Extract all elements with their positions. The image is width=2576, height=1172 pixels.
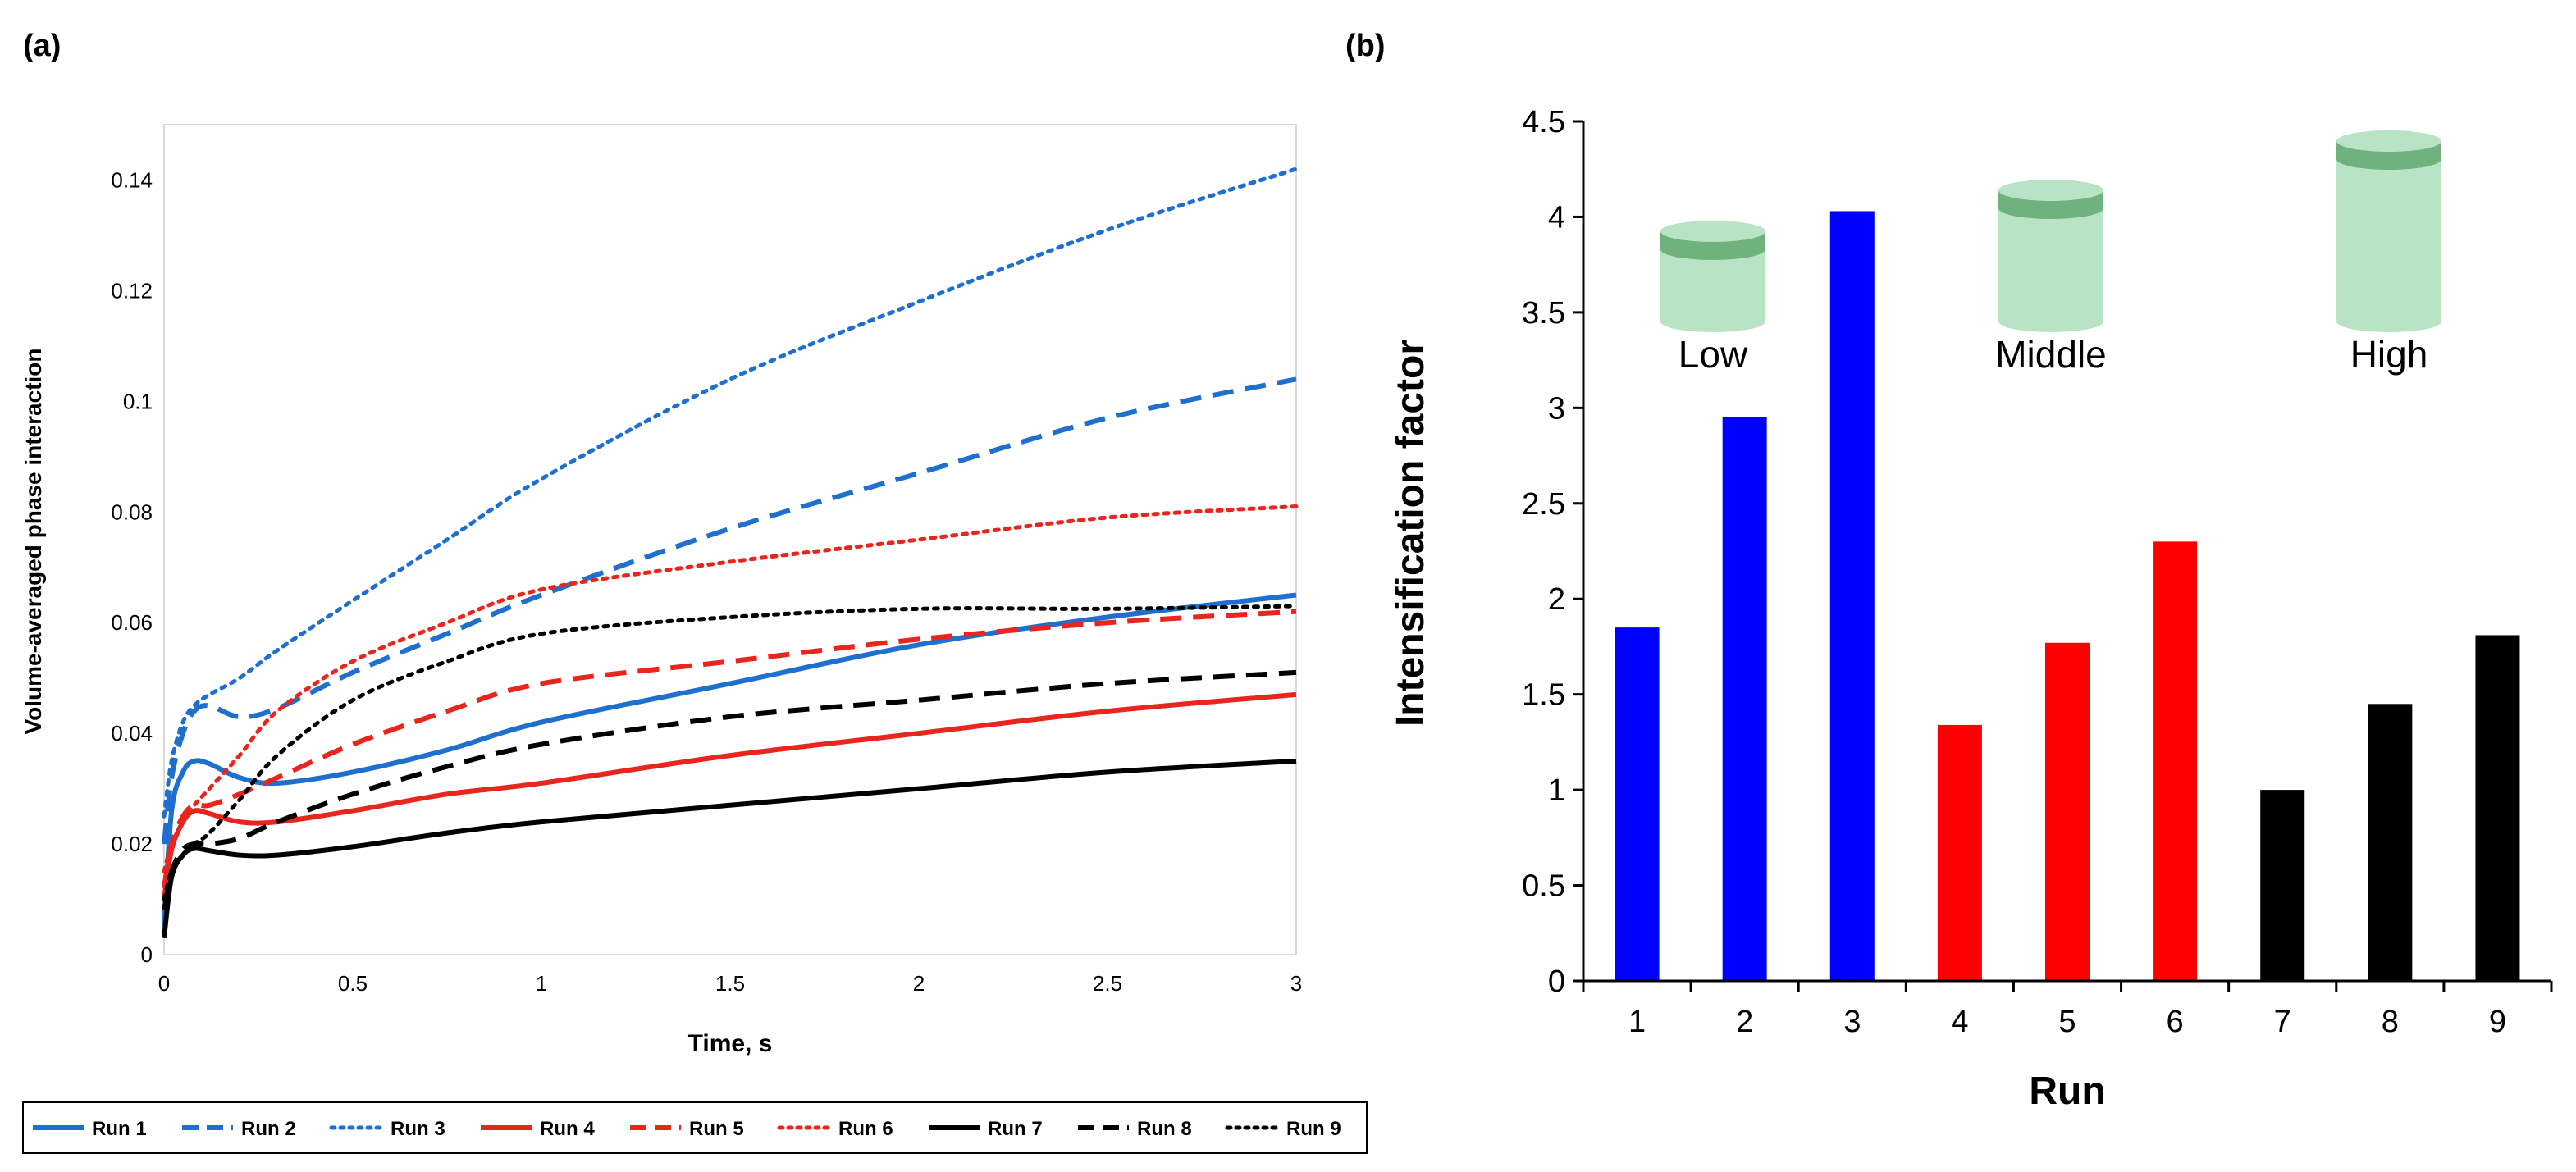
panel-a-x-axis-label: Time, s [688,1030,773,1057]
x-tick-label: 1 [536,971,547,996]
panel-b-height-annotations: Low Middle High [1660,130,2441,376]
panel-a-x-ticks: 0 0.5 1 1.5 2 2.5 3 [158,971,1302,996]
panel-a-label: (a) [23,29,61,63]
panel-b-x-axis-label: Run [2029,1069,2105,1113]
y-tick-label: 0.5 [1522,869,1565,904]
bar-run-5 [2045,642,2090,981]
y-tick-label: 4.5 [1522,105,1565,139]
panel-a-y-ticks: 0 0.02 0.04 0.06 0.08 0.1 0.12 0.14 [111,167,153,967]
legend-label: Run 5 [689,1118,744,1140]
y-tick-label: 0.1 [123,389,153,413]
panel-b-bars [1615,211,2520,981]
x-tick-label: 8 [2382,1005,2399,1039]
panel-a-y-axis-label: Volume-averaged phase interaction [21,349,46,735]
series-line-run-3 [162,166,1299,819]
panel-a-plot-border [163,124,1297,955]
panel-a-legend: Run 1 Run 2 Run 3 Run 4 Run 5 Run 6 Run 7 Run 8… [22,1101,1368,1154]
series-line-run-4 [162,691,1297,900]
x-tick-label: 2 [913,971,925,996]
series-line-run-2 [162,376,1297,845]
bar-run-3 [1829,211,1875,981]
series-line-run-1 [162,592,1297,928]
y-tick-label: 3 [1548,391,1565,426]
x-tick-label: 0 [158,971,170,996]
panel-a-series-lines [162,166,1299,939]
x-tick-label: 5 [2058,1005,2076,1039]
series-line-run-5 [162,609,1297,889]
bar-run-9 [2475,635,2520,981]
x-tick-label: 3 [1290,971,1302,996]
legend-label: Run 6 [838,1118,893,1140]
cylinder-low-icon [1660,221,1765,332]
panel-b-label: (b) [1345,29,1386,63]
y-tick-label: 0.14 [111,167,153,192]
bar-run-1 [1615,627,1660,981]
y-tick-label: 3.5 [1522,296,1565,331]
x-tick-label: 1 [1628,1005,1646,1039]
series-line-run-7 [162,758,1297,939]
bar-run-2 [1722,417,1767,981]
series-line-run-9 [162,604,1299,901]
x-tick-label: 9 [2489,1005,2506,1039]
bar-run-8 [2368,704,2413,981]
legend-label: Run 9 [1286,1118,1341,1140]
y-tick-label: 2 [1548,582,1565,617]
x-tick-label: 6 [2167,1005,2184,1039]
y-tick-label: 0.04 [111,721,153,746]
y-tick-label: 0.12 [111,278,153,303]
panel-b-y-ticks: 0 0.5 1 1.5 2 2.5 3 3.5 4 4.5 [1522,105,1583,999]
x-tick-label: 2.5 [1093,971,1122,996]
x-tick-label: 1.5 [715,971,745,996]
annotation-middle-label: Middle [1995,333,2107,376]
legend-label: Run 8 [1137,1118,1192,1140]
legend-label: Run 4 [540,1118,595,1140]
y-tick-label: 2.5 [1522,487,1565,522]
legend-box [22,1101,1368,1154]
y-tick-label: 0 [1548,965,1565,999]
x-tick-label: 4 [1951,1005,1968,1039]
y-tick-label: 0.08 [111,499,153,524]
y-tick-label: 0.02 [111,832,153,856]
x-tick-label: 0.5 [338,971,368,996]
legend-label: Run 3 [391,1118,445,1140]
legend-label: Run 7 [988,1118,1043,1140]
panel-a-line-chart: (a) 0 0.02 0.04 0.06 0.08 0.1 0.12 0.14 0 0.5 1 1.… [21,29,1368,1154]
y-tick-label: 0 [141,942,153,967]
y-tick-label: 1 [1548,773,1565,808]
bar-run-6 [2153,541,2198,981]
cylinder-high-icon [2336,130,2441,332]
y-tick-label: 4 [1548,200,1565,235]
x-tick-label: 2 [1736,1005,1753,1039]
panel-b-y-axis-label: Intensification factor [1389,340,1432,727]
x-tick-label: 3 [1843,1005,1861,1039]
x-tick-label: 7 [2274,1005,2291,1039]
cylinder-middle-icon [1998,180,2103,332]
y-tick-label: 1.5 [1522,678,1565,713]
panel-b-x-ticks: 1 2 3 4 5 6 7 8 9 [1582,981,2553,1039]
bar-run-7 [2260,790,2305,981]
bar-run-4 [1937,724,1982,981]
y-tick-label: 0.06 [111,610,153,635]
legend-label: Run 1 [92,1118,147,1140]
panel-b-bar-chart: (b) 0 0.5 1 1.5 2 2.5 3 3.5 4 4.5 1 2 3 4 5 6 7 8 9 Low Mi… [1345,29,2553,1113]
legend-label: Run 2 [241,1118,296,1140]
annotation-low-label: Low [1679,333,1748,376]
annotation-high-label: High [2350,333,2428,376]
series-line-run-6 [162,504,1299,874]
